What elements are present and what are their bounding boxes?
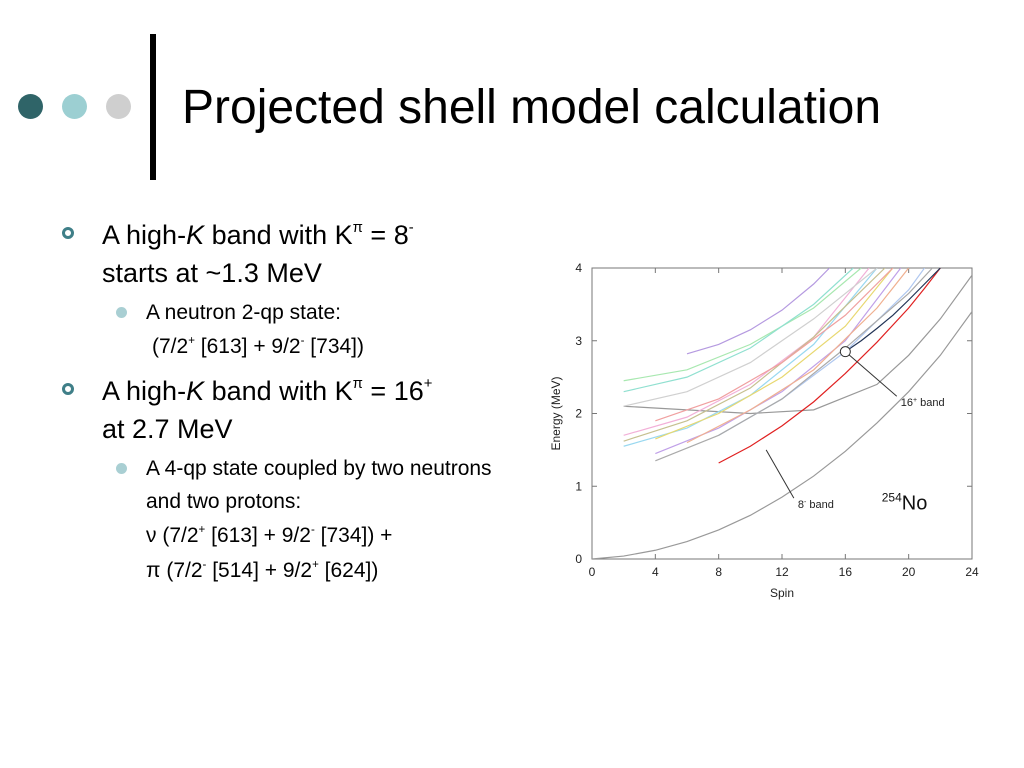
bullet-item: A high-K band with Kπ = 8- starts at ~1.… bbox=[60, 216, 530, 292]
bullet-text: A high- bbox=[102, 220, 187, 250]
theme-dots bbox=[18, 94, 138, 120]
theme-dot-gray bbox=[106, 94, 131, 119]
band-line bbox=[655, 268, 894, 440]
config-text: [734]) bbox=[304, 335, 365, 358]
plot-frame bbox=[591, 267, 973, 560]
slide-title: Projected shell model calculation bbox=[182, 81, 882, 134]
theme-dot-teal bbox=[62, 94, 87, 119]
bullet-text: at 2.7 MeV bbox=[102, 414, 233, 444]
x-tick-label: 4 bbox=[652, 565, 659, 579]
band-line bbox=[623, 268, 878, 407]
bullet-text: K bbox=[186, 376, 205, 406]
band-line bbox=[623, 268, 854, 393]
parity-sup: - bbox=[408, 220, 414, 237]
pi-symbol: π bbox=[352, 376, 363, 393]
x-tick-label: 20 bbox=[902, 565, 916, 579]
x-tick-label: 8 bbox=[715, 565, 722, 579]
config-text: (7/2 bbox=[156, 524, 199, 547]
bullet-ring-icon bbox=[62, 383, 74, 395]
bullet-item: A high-K band with Kπ = 16+ at 2.7 MeV bbox=[60, 372, 530, 448]
bullet-text: band with K bbox=[204, 220, 353, 250]
pi-symbol: π bbox=[352, 220, 363, 237]
band-line bbox=[686, 268, 830, 355]
config-text: [734]) + bbox=[314, 524, 393, 547]
y-tick-label: 2 bbox=[575, 407, 582, 421]
x-tick-label: 16 bbox=[839, 565, 853, 579]
band-line bbox=[623, 274, 972, 415]
parity-sup: + bbox=[423, 376, 433, 393]
nu-symbol: ν bbox=[146, 524, 157, 547]
band-head-marker bbox=[839, 346, 851, 358]
proton-configuration: π (7/2- [514] + 9/2+ [624]) bbox=[60, 553, 530, 588]
sub-bullet-text: A 4-qp state coupled by two neutrons and… bbox=[146, 457, 492, 513]
annotation-leader bbox=[765, 449, 795, 499]
sub-bullet-item: A neutron 2-qp state: bbox=[60, 296, 530, 329]
annotation-label: 8- band bbox=[798, 499, 834, 511]
x-tick-label: 0 bbox=[589, 565, 596, 579]
parity-sup: + bbox=[312, 558, 319, 571]
x-axis-label: Spin bbox=[770, 586, 794, 600]
config-text: (7/2 bbox=[152, 335, 189, 358]
parity-sup: + bbox=[198, 523, 206, 536]
parity-sup: + bbox=[188, 334, 195, 347]
config-text: (7/2 bbox=[160, 559, 203, 582]
band-line bbox=[655, 268, 933, 462]
band-line bbox=[623, 268, 870, 436]
band-line bbox=[844, 268, 941, 353]
nucleus-label: 254No bbox=[882, 491, 928, 515]
x-tick-label: 24 bbox=[965, 565, 979, 579]
neutron-configuration: ν (7/2+ [613] + 9/2- [734]) + bbox=[60, 518, 530, 553]
band-line bbox=[623, 268, 886, 442]
bullet-text: A high- bbox=[102, 376, 187, 406]
x-tick-label: 12 bbox=[775, 565, 789, 579]
parity-sup: - bbox=[202, 558, 207, 571]
config-text: [613] + 9/2 bbox=[194, 335, 301, 358]
configuration-line: (7/2+ [613] + 9/2- [734]) bbox=[60, 329, 530, 364]
bullet-text: = 8 bbox=[362, 220, 409, 250]
config-text: [624]) bbox=[318, 559, 379, 582]
band-line bbox=[718, 268, 941, 464]
parity-sup: - bbox=[310, 523, 315, 536]
theme-dot-dark bbox=[18, 94, 43, 119]
parity-sup: - bbox=[300, 334, 305, 347]
bullet-ring-icon bbox=[62, 227, 74, 239]
band-line bbox=[686, 268, 910, 444]
y-tick-label: 3 bbox=[575, 334, 582, 348]
band-line bbox=[592, 311, 972, 559]
bullet-text: starts at ~1.3 MeV bbox=[102, 258, 322, 288]
band-line bbox=[623, 268, 862, 382]
title-divider bbox=[150, 34, 156, 180]
annotation-leader bbox=[845, 351, 898, 397]
y-tick-label: 0 bbox=[575, 552, 582, 566]
bullet-text: K bbox=[186, 220, 205, 250]
sub-bullet-text: A neutron 2-qp state: bbox=[146, 301, 341, 324]
bullet-text: band with K bbox=[204, 376, 353, 406]
pi-symbol: π bbox=[146, 559, 161, 582]
band-line bbox=[655, 268, 894, 422]
sub-bullet-item: A 4-qp state coupled by two neutrons and… bbox=[60, 452, 530, 518]
y-axis-label: Energy (MeV) bbox=[549, 376, 563, 450]
bullet-dot-icon bbox=[116, 463, 127, 474]
config-text: [613] + 9/2 bbox=[205, 524, 311, 547]
y-tick-label: 1 bbox=[575, 479, 582, 493]
slide-body: A high-K band with Kπ = 8- starts at ~1.… bbox=[60, 216, 530, 588]
bullet-text: = 16 bbox=[362, 376, 424, 406]
bullet-dot-icon bbox=[116, 307, 127, 318]
annotation-label: 16+ band bbox=[901, 397, 945, 409]
config-text: [514] + 9/2 bbox=[206, 559, 313, 582]
y-tick-label: 4 bbox=[575, 261, 582, 275]
